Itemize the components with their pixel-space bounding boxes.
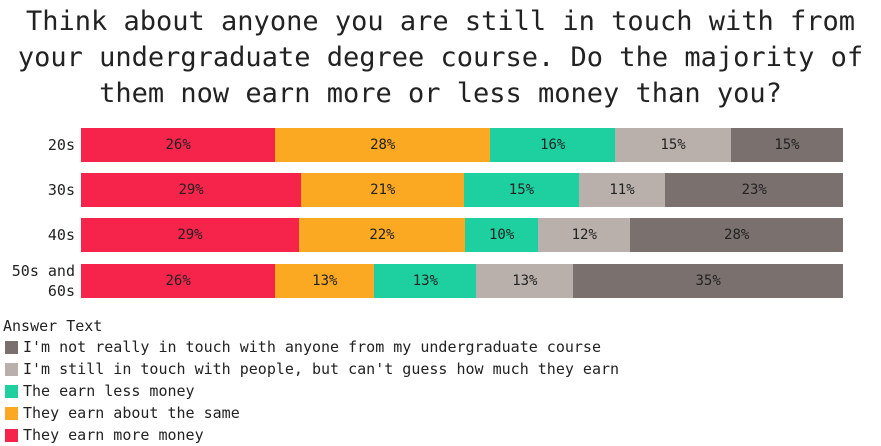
data-label: 13% [312, 273, 338, 289]
bar-segment [615, 128, 731, 162]
data-label: 26% [165, 137, 191, 153]
y-tick-label: 30s [47, 181, 75, 199]
bar-segment [298, 218, 466, 252]
bar-segment [301, 173, 465, 207]
data-label: 13% [512, 273, 538, 289]
data-label: 10% [488, 227, 515, 243]
legend-label: I'm still in touch with people, but can'… [23, 360, 620, 378]
data-label: 28% [724, 227, 750, 243]
legend-swatch [5, 407, 18, 420]
bar-segment [630, 218, 843, 252]
bar-segment [81, 173, 302, 207]
data-label: 12% [571, 227, 597, 243]
bar-segment [81, 218, 299, 252]
bar-segment [490, 128, 616, 162]
data-label: 22% [369, 227, 395, 243]
data-label: 29% [178, 182, 204, 198]
y-tick-label: 40s [47, 226, 75, 244]
bar-segment [464, 173, 579, 207]
data-label: 35% [695, 273, 721, 289]
legend-swatch [5, 385, 18, 398]
bar-segment [81, 264, 276, 298]
data-label: 11% [609, 182, 635, 198]
legend-label: I'm not really in touch with anyone from… [23, 338, 601, 356]
bar-segment [573, 264, 843, 298]
legend-label: They earn more money [23, 426, 204, 444]
data-label: 15% [508, 182, 535, 198]
bar-segment [538, 218, 631, 252]
bar-segment [275, 264, 375, 298]
data-label: 15% [660, 137, 686, 153]
data-label: 21% [370, 182, 396, 198]
legend-label: The earn less money [23, 382, 195, 400]
chart-title: Think about anyone you are still in touc… [17, 6, 864, 109]
legend-title: Answer Text [3, 317, 103, 335]
legend-swatch [5, 341, 18, 354]
bar-segment [275, 128, 491, 162]
legend-swatch [5, 363, 18, 376]
bar-segment [476, 264, 574, 298]
bar-segment [81, 128, 276, 162]
bar-segment [374, 264, 477, 298]
data-label: 28% [370, 137, 396, 153]
bar-segment [730, 128, 843, 162]
bar-segment [578, 173, 666, 207]
data-label: 16% [540, 137, 566, 153]
data-label: 29% [177, 227, 203, 243]
legend-label: They earn about the same [23, 404, 240, 422]
bar-segment [465, 218, 539, 252]
y-tick-label: 50s and 60s [11, 262, 75, 300]
data-label: 23% [741, 182, 767, 198]
y-tick-label: 20s [47, 136, 75, 154]
bar-segment [665, 173, 843, 207]
legend-swatch [5, 429, 18, 442]
data-label: 13% [412, 273, 439, 289]
data-label: 26% [165, 273, 191, 289]
data-label: 15% [774, 137, 800, 153]
